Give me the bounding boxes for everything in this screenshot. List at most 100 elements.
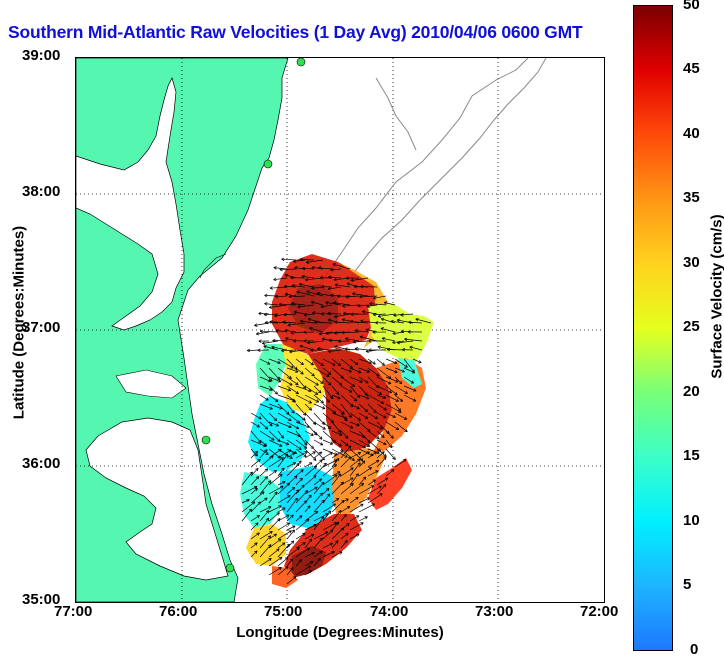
velocity-arrow-head — [327, 288, 331, 291]
velocity-arrow — [277, 543, 290, 558]
velocity-arrow — [303, 313, 315, 316]
velocity-arrow-head — [303, 339, 307, 342]
velocity-arrow-head — [328, 318, 332, 320]
velocity-arrow — [286, 529, 295, 540]
velocity-arrow-head — [325, 302, 329, 305]
velocity-arrow — [350, 277, 369, 281]
velocity-arrow — [403, 367, 416, 374]
velocity-arrow-head — [254, 450, 258, 453]
velocity-arrow — [307, 340, 324, 344]
velocity-arrow-head — [271, 346, 275, 349]
velocity-arrow — [277, 507, 286, 513]
velocity-arrow-head — [369, 467, 372, 471]
velocity-arrow-head — [303, 533, 306, 537]
velocity-arrow-head — [293, 339, 297, 342]
velocity-arrow-head — [269, 506, 272, 510]
velocity-arrow — [250, 476, 260, 486]
velocity-arrow-head — [330, 542, 334, 546]
velocity-arrow-head — [409, 345, 413, 348]
velocity-arrow — [313, 557, 321, 567]
velocity-arrow-head — [296, 390, 299, 394]
velocity-arrow-head — [269, 535, 272, 539]
velocity-arrow — [385, 430, 394, 439]
velocity-arrow-head — [364, 394, 368, 396]
velocity-arrow-head — [293, 410, 295, 414]
velocity-arrow — [286, 514, 294, 522]
velocity-arrow-head — [294, 497, 298, 500]
velocity-arrow — [286, 421, 299, 430]
velocity-arrow-head — [285, 337, 288, 341]
colorbar-tick-label: 10 — [683, 512, 700, 529]
velocity-arrow-head — [298, 282, 303, 285]
velocity-arrow-head — [405, 364, 408, 368]
velocity-arrow — [286, 540, 295, 549]
velocity-arrow-head — [350, 389, 353, 393]
velocity-arrow — [367, 421, 383, 430]
velocity-arrow-head — [361, 460, 366, 463]
velocity-arrow-head — [338, 396, 341, 399]
velocity-arrow-head — [290, 514, 294, 517]
velocity-arrow — [259, 367, 273, 382]
velocity-arrow-head — [311, 267, 315, 270]
velocity-arrow-head — [386, 349, 390, 352]
velocity-arrow-head — [289, 418, 292, 421]
velocity-arrow-head — [365, 415, 369, 419]
velocity-arrow-head — [319, 277, 323, 280]
velocity-arrow-head — [282, 321, 286, 324]
velocity-arrow — [322, 503, 336, 513]
velocity-arrow-head — [299, 257, 303, 260]
velocity-arrow — [304, 412, 317, 425]
velocity-arrow — [283, 313, 297, 316]
velocity-arrow-head — [345, 337, 349, 339]
velocity-arrow — [313, 459, 323, 468]
velocity-arrow-head — [278, 360, 281, 364]
velocity-arrow-head — [360, 319, 364, 322]
velocity-arrow — [250, 448, 258, 457]
velocity-arrow-head — [309, 570, 312, 574]
velocity-arrow-head — [400, 314, 404, 317]
velocity-arrow — [277, 430, 284, 439]
velocity-arrow-head — [312, 312, 316, 315]
velocity-arrow-head — [350, 313, 354, 317]
velocity-arrow-head — [362, 476, 366, 479]
velocity-arrow-head — [392, 435, 394, 439]
velocity-arrow-head — [266, 451, 269, 455]
velocity-arrow — [299, 259, 315, 261]
velocity-arrow — [273, 267, 288, 270]
colorbar-tick-label: 20 — [683, 383, 700, 400]
velocity-arrow-head — [346, 283, 350, 286]
velocity-arrow-head — [335, 521, 339, 524]
velocity-arrow-head — [306, 490, 308, 494]
velocity-arrow-head — [253, 501, 256, 505]
velocity-arrow-head — [274, 313, 277, 317]
velocity-arrow-head — [248, 508, 252, 511]
velocity-arrow-head — [247, 348, 250, 351]
velocity-arrow-head — [255, 467, 259, 470]
velocity-arrow — [376, 430, 385, 438]
velocity-arrow-head — [393, 315, 397, 317]
velocity-arrow — [322, 529, 334, 540]
velocity-arrow — [295, 412, 306, 421]
velocity-arrow-head — [373, 479, 376, 483]
velocity-arrow — [367, 403, 377, 413]
velocity-arrow-head — [271, 423, 273, 427]
velocity-arrow-head — [327, 510, 331, 513]
velocity-arrow — [349, 452, 361, 459]
velocity-arrow-head — [327, 427, 331, 430]
velocity-arrow-head — [276, 398, 279, 402]
velocity-arrow-head — [267, 544, 272, 546]
velocity-arrow-head — [397, 409, 401, 412]
velocity-arrow — [360, 286, 378, 288]
velocity-arrow-head — [320, 306, 324, 309]
velocity-arrow — [295, 565, 311, 576]
velocity-arrow-head — [303, 417, 306, 421]
velocity-arrow-head — [321, 286, 325, 289]
velocity-arrow-head — [247, 350, 251, 353]
velocity-arrow-head — [322, 337, 326, 339]
velocity-arrow-head — [402, 349, 406, 352]
velocity-arrow-head — [357, 458, 361, 460]
velocity-arrow-head — [348, 506, 351, 510]
velocity-arrow — [349, 421, 360, 426]
velocity-arrow-head — [323, 426, 326, 430]
velocity-arrow-head — [349, 369, 352, 372]
